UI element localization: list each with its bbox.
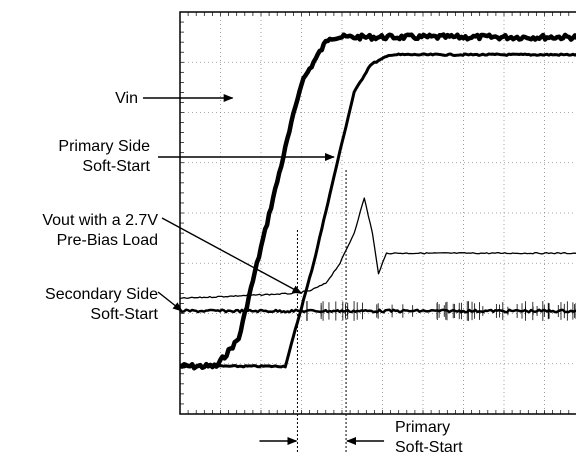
annotation-arrows (143, 94, 385, 452)
label-primary-soft-start-interval: Primary Soft-Start (395, 418, 495, 458)
trace-primary-side-soft-start (179, 52, 576, 369)
label-vout-line1: Vout with a 2.7V (42, 212, 158, 229)
label-vout-line2: Pre-Bias Load (56, 232, 158, 249)
trace-vin (179, 32, 576, 371)
scope-traces (179, 32, 576, 371)
label-primary-side-line1: Primary Side (58, 138, 150, 155)
label-primary-side: Primary Side Soft-Start (10, 137, 150, 177)
label-secondary-line2: Soft-Start (90, 306, 158, 323)
label-secondary-line1: Secondary Side (45, 286, 158, 303)
label-primary-ss-line2: Soft-Start (395, 439, 463, 456)
label-vout-prebias: Vout with a 2.7V Pre-Bias Load (0, 211, 158, 251)
trace-secondary-side-soft-start (179, 308, 576, 314)
label-vin: Vin (115, 90, 138, 107)
scope-grid (179, 11, 576, 415)
label-primary-side-line2: Soft-Start (82, 158, 150, 175)
arrow-secondary (157, 291, 183, 312)
arrow-vout (161, 217, 303, 295)
label-secondary-side: Secondary Side Soft-Start (0, 285, 158, 325)
label-primary-ss-line1: Primary (395, 419, 451, 436)
trace-vout-with-a-2-7v-pre-bias-load (179, 197, 576, 299)
